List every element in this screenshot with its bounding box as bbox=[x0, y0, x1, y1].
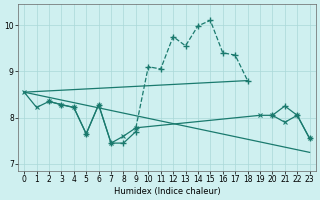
X-axis label: Humidex (Indice chaleur): Humidex (Indice chaleur) bbox=[114, 187, 220, 196]
